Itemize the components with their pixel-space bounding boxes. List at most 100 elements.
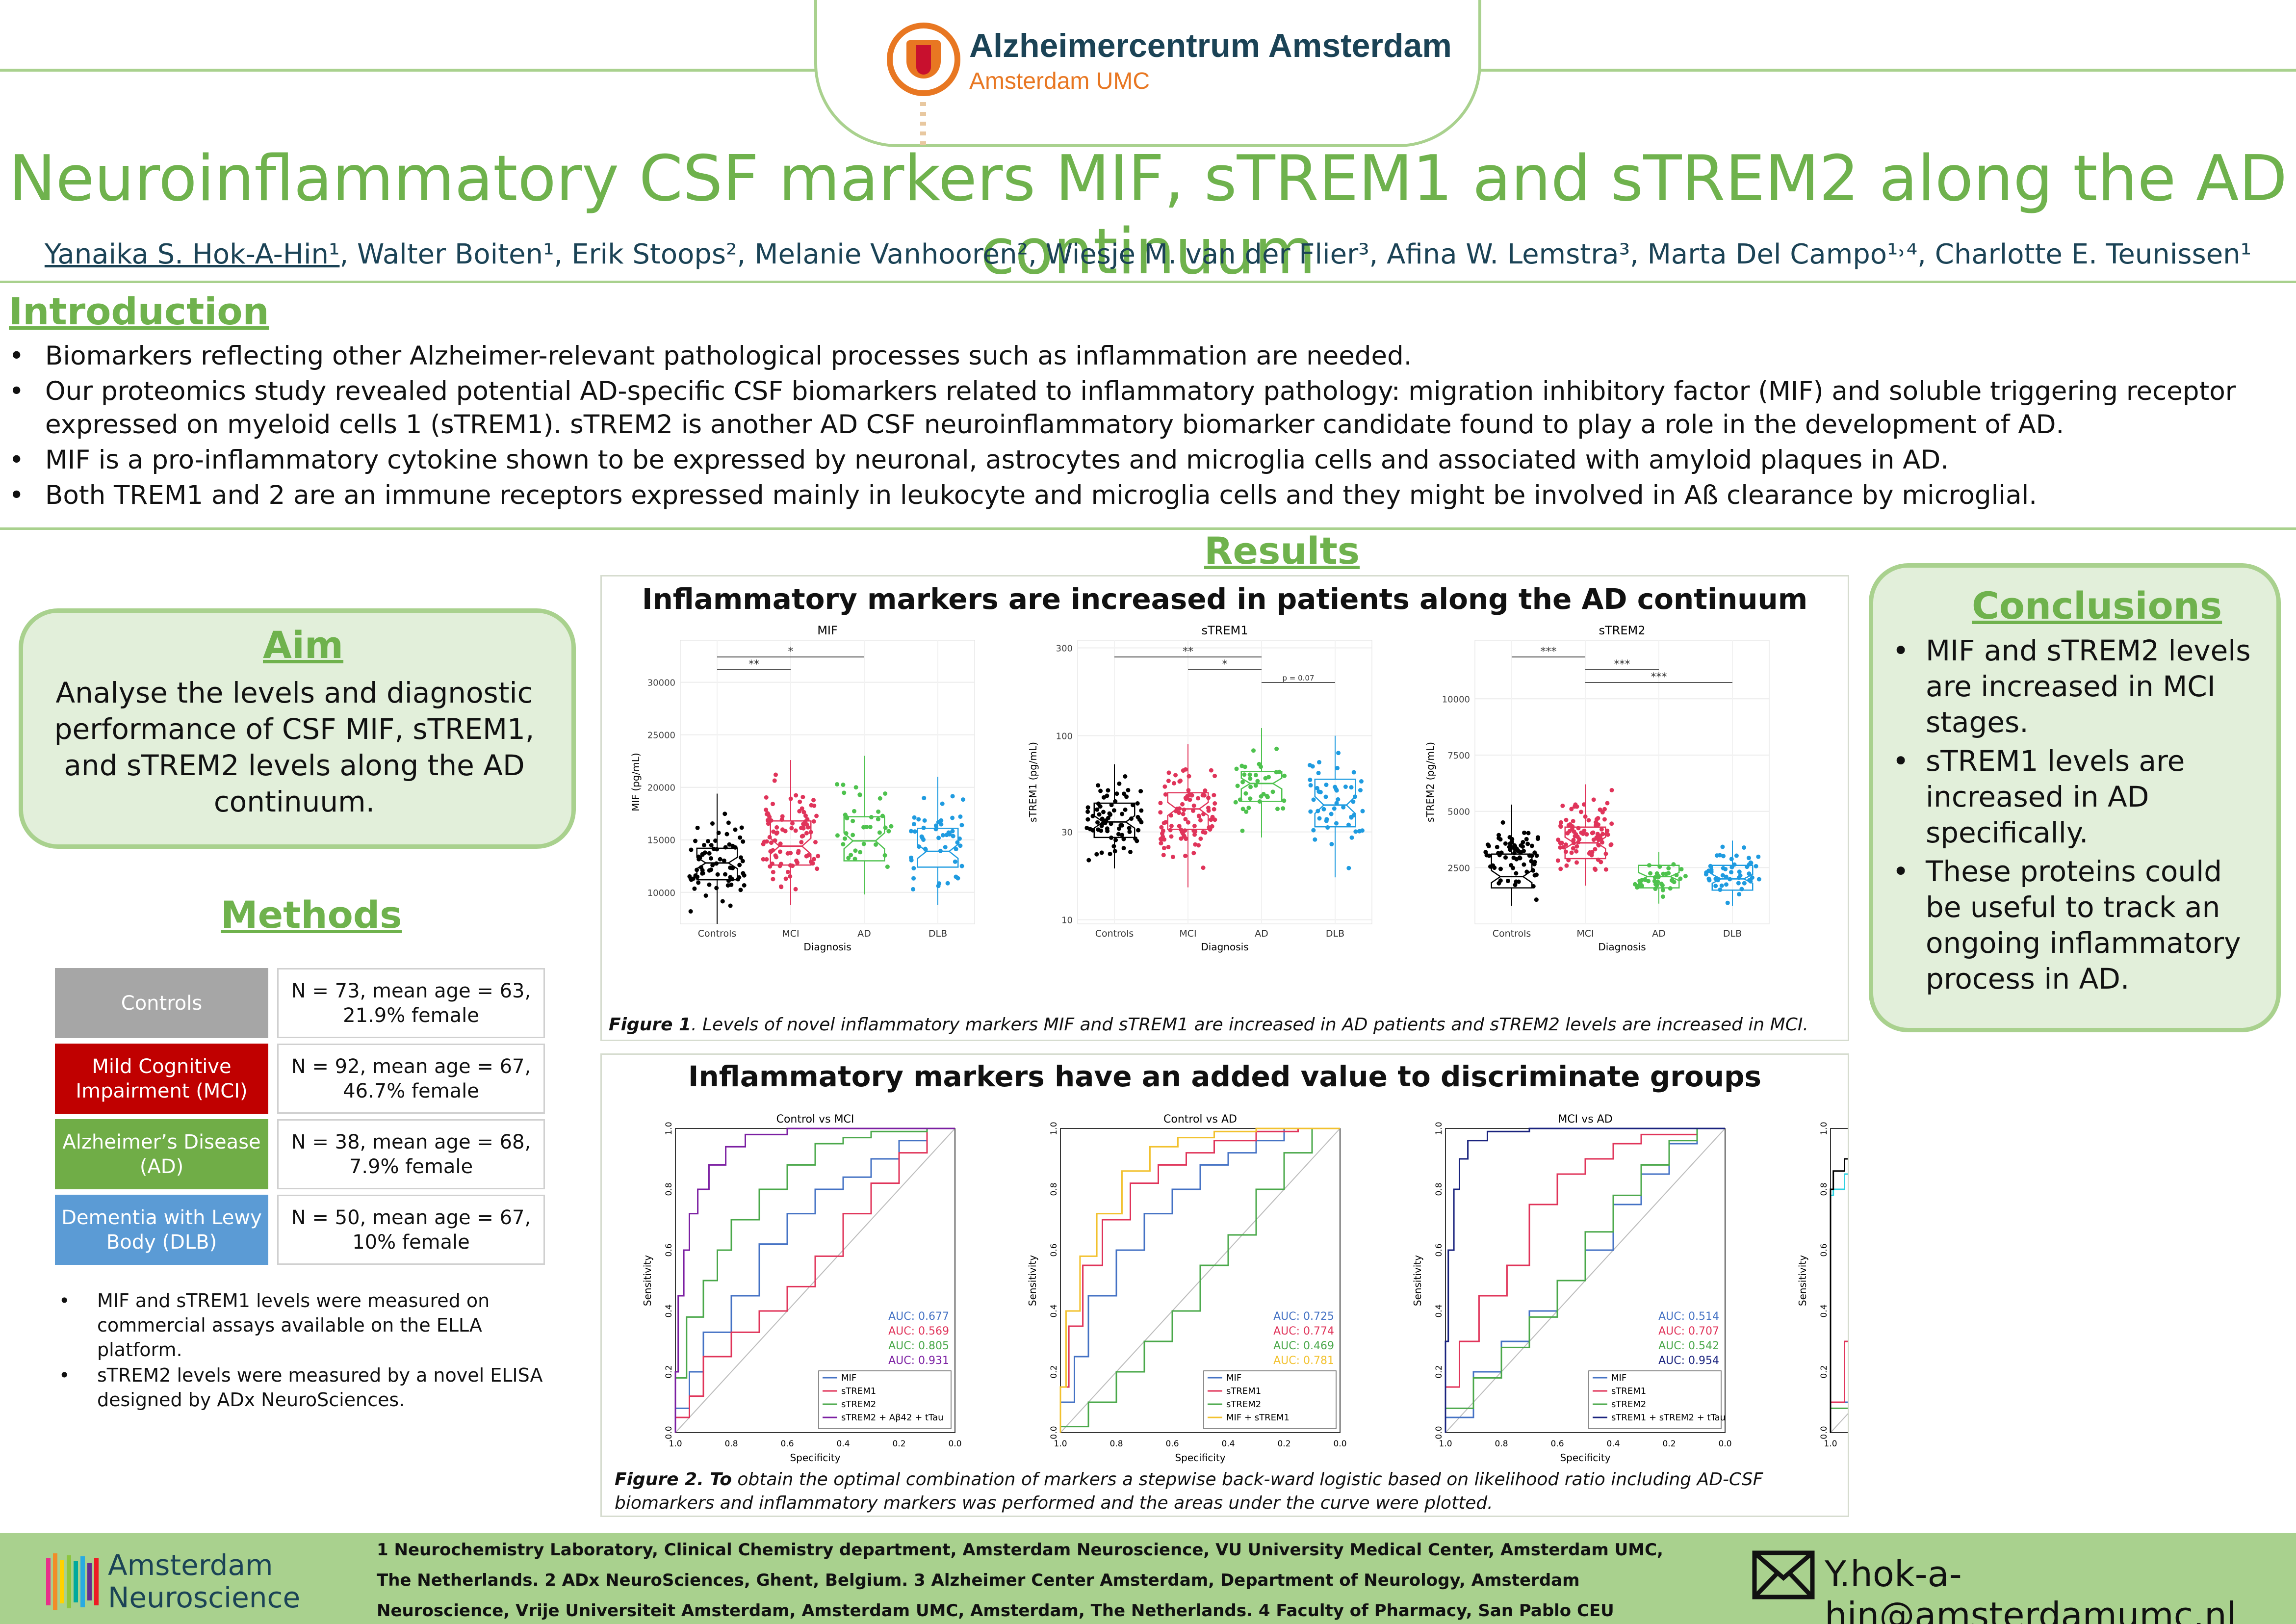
data-point xyxy=(1525,841,1530,846)
y-tick-label: 0.0 xyxy=(1819,1426,1829,1439)
data-point xyxy=(1173,773,1178,778)
data-point xyxy=(1719,883,1724,888)
data-point xyxy=(1197,814,1202,819)
data-point xyxy=(1191,803,1196,808)
data-point xyxy=(1108,812,1113,817)
data-point xyxy=(794,793,799,798)
roc-curve xyxy=(1445,1127,1725,1433)
chart-title: sTREM1 xyxy=(1202,624,1248,637)
box-dlb xyxy=(1314,779,1356,828)
data-point xyxy=(945,881,950,886)
data-point xyxy=(1756,854,1761,859)
data-point xyxy=(1234,766,1239,771)
y-tick-label: 7500 xyxy=(1447,751,1470,761)
x-tick-label: 0.2 xyxy=(1662,1439,1676,1449)
data-point xyxy=(1315,786,1319,790)
data-point xyxy=(689,847,694,852)
data-point xyxy=(1660,894,1665,899)
box-dlb xyxy=(1711,864,1754,891)
data-point xyxy=(857,792,862,797)
data-point xyxy=(778,862,783,866)
data-point xyxy=(1191,851,1196,856)
data-point xyxy=(700,871,705,876)
data-point xyxy=(722,812,727,816)
data-point xyxy=(740,859,745,864)
y-tick-label: 0.2 xyxy=(664,1365,674,1378)
divider-2 xyxy=(0,527,2296,530)
data-point xyxy=(1492,865,1497,870)
data-point xyxy=(852,809,857,813)
data-point xyxy=(1181,768,1186,773)
roc-curve xyxy=(1830,1158,1848,1433)
y-tick-label: 1.0 xyxy=(1819,1122,1829,1135)
data-point xyxy=(1518,856,1522,861)
y-tick-label: 1.0 xyxy=(1434,1122,1444,1135)
data-point xyxy=(696,854,701,859)
significance-label: p = 0.07 xyxy=(1282,674,1314,682)
data-point xyxy=(880,813,885,818)
data-point xyxy=(1324,783,1329,787)
data-point xyxy=(1632,882,1637,887)
data-point xyxy=(951,834,955,838)
data-point xyxy=(1574,860,1579,865)
data-point xyxy=(1277,769,1282,774)
data-point xyxy=(761,841,766,846)
auc-label: AUC: 0.931 xyxy=(888,1355,949,1367)
y-tick-label: 0.8 xyxy=(1819,1182,1829,1196)
conclusions-heading: Conclusions xyxy=(1972,584,2222,628)
data-point xyxy=(1191,808,1196,813)
data-point xyxy=(1359,779,1364,784)
data-point xyxy=(1187,774,1191,779)
data-point xyxy=(883,825,888,830)
x-tick-label: DLB xyxy=(1723,928,1742,939)
data-point xyxy=(803,819,808,824)
data-point xyxy=(1212,801,1217,806)
x-tick-label: 0.4 xyxy=(1221,1439,1235,1449)
x-tick-label: 0.2 xyxy=(892,1439,905,1449)
legend-box xyxy=(1588,1370,1722,1429)
x-tick-label: AD xyxy=(857,928,871,939)
data-point xyxy=(1090,813,1095,818)
x-tick-label: 1.0 xyxy=(1439,1439,1452,1449)
data-point xyxy=(868,825,873,830)
x-tick-label: 0.6 xyxy=(1165,1439,1179,1449)
data-point xyxy=(851,833,855,838)
data-point xyxy=(1163,792,1168,797)
data-point xyxy=(1168,813,1173,818)
data-point xyxy=(689,877,694,882)
data-point xyxy=(804,831,809,836)
data-point xyxy=(1240,780,1245,785)
data-point xyxy=(1603,867,1608,872)
data-point xyxy=(1128,849,1133,854)
data-point xyxy=(912,829,917,834)
x-tick-label: MCI xyxy=(1576,928,1594,939)
y-tick-label: 0.4 xyxy=(1819,1304,1829,1317)
figure-2-title: Inflammatory markers have an added value… xyxy=(688,1060,1762,1093)
data-point xyxy=(950,794,955,799)
legend-box xyxy=(818,1370,952,1429)
data-point xyxy=(1357,829,1362,834)
data-point xyxy=(1317,816,1322,821)
data-point xyxy=(1117,781,1122,786)
first-author[interactable]: Yanaika S. Hok-A-Hin¹ xyxy=(44,238,340,270)
x-tick-label: DLB xyxy=(1326,928,1344,939)
significance-label: * xyxy=(1222,658,1228,671)
significance-label: *** xyxy=(1651,671,1667,683)
data-point xyxy=(1097,812,1102,817)
data-point xyxy=(698,865,703,870)
data-point xyxy=(950,815,955,820)
data-point xyxy=(1189,793,1194,798)
alzheimercentrum-logo-icon xyxy=(887,23,960,96)
y-tick-label: 10000 xyxy=(1442,694,1470,705)
data-point xyxy=(713,838,718,843)
data-point xyxy=(1500,820,1505,825)
data-point xyxy=(1495,844,1499,849)
contact-email[interactable]: Y.hok-a-hin@amsterdamumc.nl xyxy=(1825,1553,2237,1624)
data-point xyxy=(737,863,742,867)
x-tick-label: 0.4 xyxy=(1606,1439,1620,1449)
data-point xyxy=(709,843,714,848)
data-point xyxy=(1563,849,1568,854)
data-point xyxy=(1192,823,1197,828)
data-point xyxy=(1113,838,1118,842)
significance-label: * xyxy=(788,646,794,658)
